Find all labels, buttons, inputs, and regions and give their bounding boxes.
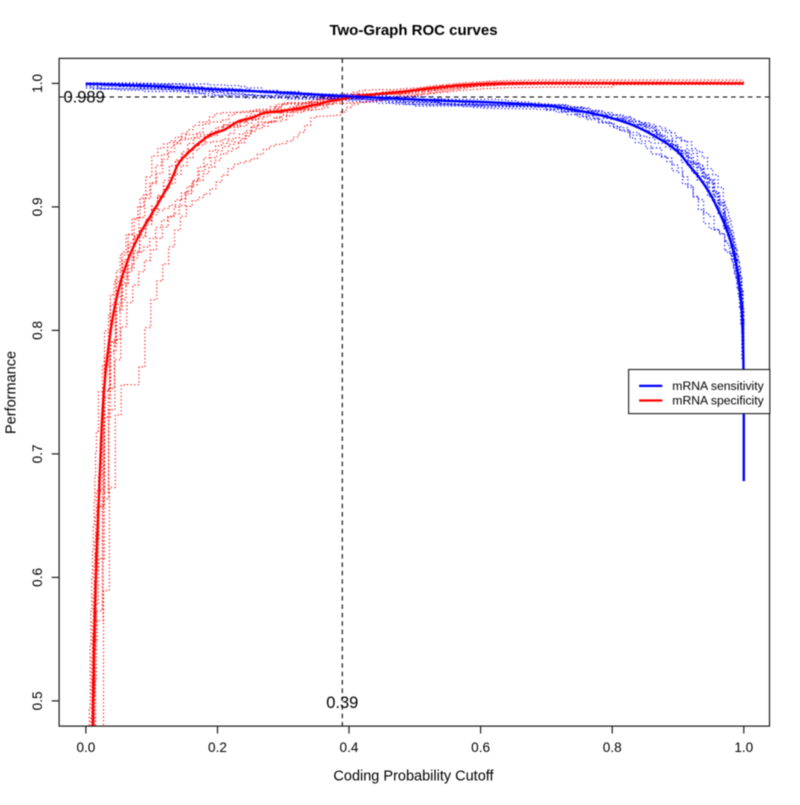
svg-text:Two-Graph ROC curves: Two-Graph ROC curves bbox=[329, 22, 497, 39]
svg-text:Performance: Performance bbox=[3, 351, 19, 434]
svg-text:1.0: 1.0 bbox=[734, 740, 753, 755]
svg-text:0.8: 0.8 bbox=[603, 740, 622, 755]
svg-text:0.8: 0.8 bbox=[30, 321, 45, 340]
svg-text:0.39: 0.39 bbox=[326, 694, 358, 712]
svg-text:0.5: 0.5 bbox=[30, 691, 45, 710]
svg-text:Coding Probability Cutoff: Coding Probability Cutoff bbox=[333, 769, 494, 785]
svg-text:mRNA specificity: mRNA specificity bbox=[672, 394, 764, 408]
svg-text:0.6: 0.6 bbox=[30, 568, 45, 587]
svg-text:0.9: 0.9 bbox=[30, 197, 45, 216]
svg-text:1.0: 1.0 bbox=[30, 74, 45, 93]
svg-text:0.989: 0.989 bbox=[64, 89, 105, 107]
svg-text:0.2: 0.2 bbox=[208, 740, 227, 755]
svg-text:0.4: 0.4 bbox=[340, 740, 359, 755]
svg-text:0.7: 0.7 bbox=[30, 444, 45, 463]
svg-text:0.6: 0.6 bbox=[471, 740, 490, 755]
svg-text:0.0: 0.0 bbox=[76, 740, 95, 755]
svg-text:mRNA sensitivity: mRNA sensitivity bbox=[672, 379, 764, 393]
